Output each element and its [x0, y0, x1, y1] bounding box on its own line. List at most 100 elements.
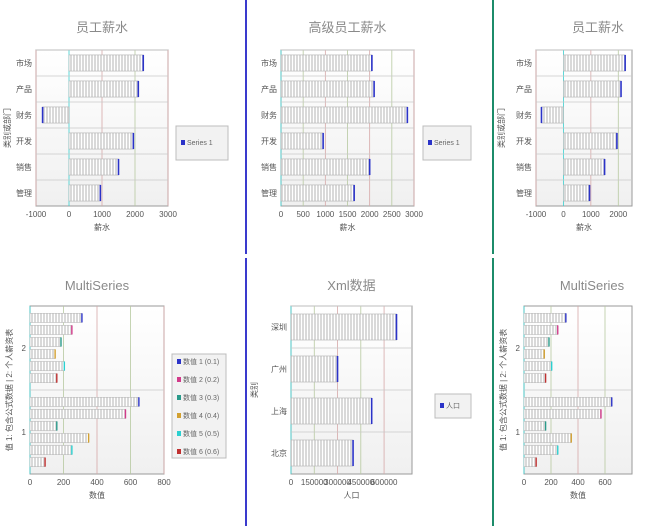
- bar: [541, 106, 564, 124]
- panel-divider-2: [492, 0, 494, 254]
- y-tick-label: 产品: [16, 84, 32, 94]
- x-axis-label: 数值: [570, 490, 586, 500]
- x-tick-label: 0: [522, 478, 527, 487]
- x-tick-label: 800: [157, 478, 171, 487]
- bar: [563, 80, 622, 98]
- bar: [29, 397, 140, 407]
- bar: [68, 184, 101, 202]
- y-tick-label: 开发: [16, 136, 32, 146]
- y-tick-label: 销售: [261, 162, 277, 172]
- y-tick-label: 管理: [16, 188, 32, 198]
- legend-label: 数值 5 (0.5): [183, 429, 219, 438]
- bar: [280, 158, 370, 176]
- y-axis-label: 类别或部门: [496, 108, 506, 148]
- x-axis-label: 薪水: [340, 222, 356, 232]
- bar: [29, 421, 58, 431]
- panel-divider-1: [245, 0, 247, 254]
- chart-title: MultiSeries: [65, 278, 130, 293]
- bar: [290, 313, 397, 341]
- bar: [29, 325, 73, 335]
- y-tick-label: 产品: [516, 84, 532, 94]
- bar: [68, 80, 139, 98]
- bar: [523, 325, 558, 335]
- legend-label: 数值 2 (0.2): [183, 375, 219, 384]
- legend-label: 数值 4 (0.4): [183, 411, 219, 420]
- bar: [280, 184, 355, 202]
- bar: [290, 355, 338, 383]
- legend-swatch: [177, 431, 181, 436]
- x-tick-label: 450000: [347, 478, 374, 487]
- bar: [29, 313, 83, 323]
- bar: [290, 397, 372, 425]
- bar: [523, 409, 602, 419]
- x-tick-label: 1000: [582, 210, 600, 219]
- bar: [68, 132, 134, 150]
- y-tick-label: 市场: [516, 58, 532, 68]
- panel-divider-3: [245, 258, 247, 526]
- bar: [290, 439, 354, 467]
- x-tick-label: 2500: [383, 210, 401, 219]
- bar: [523, 349, 545, 359]
- x-tick-label: 0: [289, 478, 294, 487]
- x-tick-label: 1500: [339, 210, 357, 219]
- legend-label: 数值 6 (0.6): [183, 447, 219, 456]
- x-tick-label: 400: [90, 478, 104, 487]
- y-tick-label: 上海: [271, 406, 287, 416]
- x-axis-label: 数值: [89, 490, 105, 500]
- bar: [29, 457, 46, 467]
- multiseries-chart: MultiSeries 0 200 400 600 800 数值 值 1: 包含公式数据 | …: [4, 278, 227, 500]
- multiseries-chart-2: MultiSeries 0 200 400 600 数值 值 1: 包含公式数据 | 2: …: [498, 278, 633, 500]
- bar: [29, 409, 126, 419]
- bar: [68, 54, 144, 72]
- bar: [42, 106, 70, 124]
- y-axis-label: 类别或部门: [2, 108, 12, 148]
- chart-title: Xml数据: [327, 278, 375, 293]
- x-tick-label: 200: [57, 478, 71, 487]
- x-tick-label: 3000: [159, 210, 177, 219]
- bar: [523, 361, 552, 371]
- x-tick-label: 600: [598, 478, 612, 487]
- x-tick-label: 2000: [126, 210, 144, 219]
- bar: [563, 132, 618, 150]
- y-tick-label: 1: [22, 428, 27, 437]
- bar: [280, 106, 408, 124]
- y-tick-label: 产品: [261, 84, 277, 94]
- legend-box: [171, 353, 227, 459]
- x-tick-label: 600: [124, 478, 138, 487]
- x-tick-label: 600000: [371, 478, 398, 487]
- x-axis-label: 薪水: [576, 222, 592, 232]
- x-tick-label: 2000: [609, 210, 627, 219]
- x-tick-label: 300000: [324, 478, 351, 487]
- legend-swatch: [181, 140, 185, 145]
- y-tick-label: 财务: [16, 110, 32, 120]
- x-tick-label: 3000: [405, 210, 423, 219]
- bar: [523, 373, 546, 383]
- legend-swatch: [428, 140, 432, 145]
- bar: [68, 158, 119, 176]
- chart-panel-xml-data: Xml数据 0 150000 300000 450000 600000 人口 类别 北京 上海 广州…: [247, 258, 492, 526]
- x-tick-label: 0: [279, 210, 284, 219]
- bar: [523, 445, 558, 455]
- y-tick-label: 销售: [516, 162, 532, 172]
- legend-label: 数值 1 (0.1): [183, 357, 219, 366]
- y-tick-label: 开发: [261, 136, 277, 146]
- bar: [563, 54, 626, 72]
- senior-salary-chart: 高级员工薪水 0 500 1000 1500 2000 2500 3000 薪水 管理 销售 开发 财务…: [261, 20, 472, 232]
- x-tick-label: 1000: [316, 210, 334, 219]
- legend-label: Series 1: [434, 140, 460, 147]
- x-tick-label: 2000: [361, 210, 379, 219]
- chart-title: 高级员工薪水: [308, 20, 386, 35]
- bar: [29, 433, 89, 443]
- chart-panel-multiseries-2: MultiSeries 0 200 400 600 数值 值 1: 包含公式数据 | 2: …: [494, 258, 650, 526]
- y-tick-label: 市场: [261, 58, 277, 68]
- x-axis-label: 薪水: [94, 222, 110, 232]
- y-tick-label: 市场: [16, 58, 32, 68]
- bar: [563, 158, 605, 176]
- bar: [280, 132, 324, 150]
- bar: [29, 349, 56, 359]
- chart-title: MultiSeries: [560, 278, 625, 293]
- bar: [523, 457, 537, 467]
